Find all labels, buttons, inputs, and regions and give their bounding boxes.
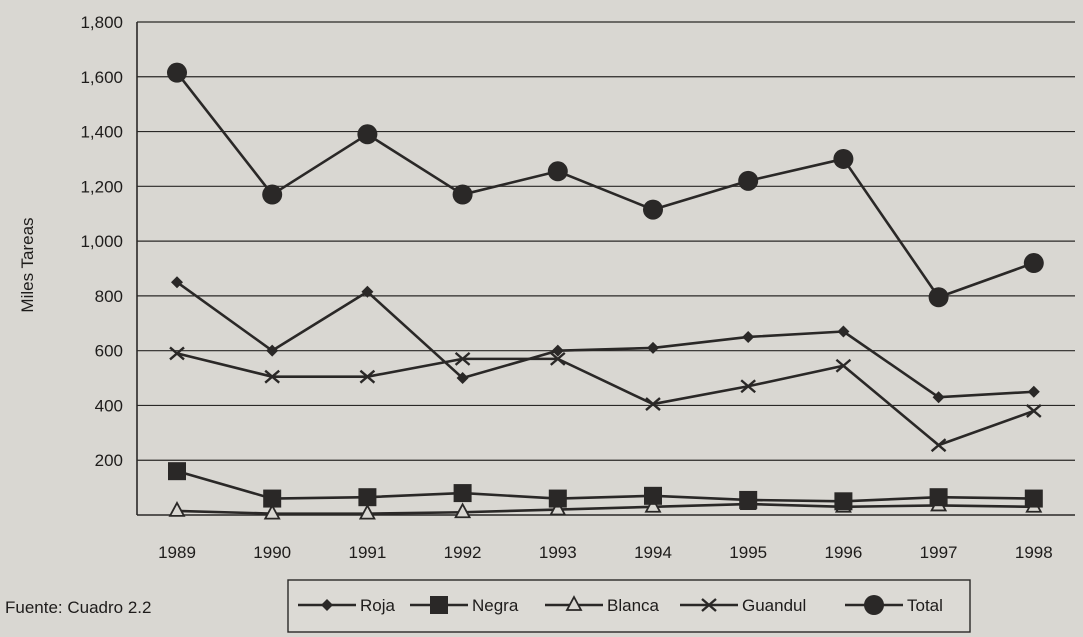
- data-point-roja: [551, 344, 564, 357]
- y-tick-label: 1,800: [80, 13, 123, 32]
- x-tick-label: 1996: [824, 543, 862, 562]
- series-line-blanca: [176, 502, 1034, 515]
- axes: [136, 22, 1075, 516]
- data-point-roja: [266, 344, 279, 357]
- data-point-blanca: [358, 503, 376, 520]
- data-point-guandul: [169, 346, 185, 361]
- data-point-negra: [834, 492, 853, 511]
- series-line-guandul: [176, 352, 1035, 447]
- x-tick-label: 1993: [539, 543, 577, 562]
- series-negra: [168, 462, 1043, 511]
- series-total: [167, 62, 1044, 308]
- data-point-blanca: [263, 503, 281, 520]
- data-point-roja: [837, 325, 850, 338]
- y-tick-label: 600: [95, 342, 123, 361]
- data-point-negra: [358, 488, 377, 507]
- data-point-roja: [456, 372, 469, 385]
- series-line-roja: [176, 281, 1034, 399]
- data-point-total: [262, 184, 283, 205]
- legend-marker: [430, 596, 448, 614]
- y-tick-label: 1,600: [80, 68, 123, 87]
- series-guandul: [169, 346, 1042, 453]
- legend-label: Blanca: [607, 596, 660, 615]
- data-point-guandul: [930, 438, 947, 453]
- data-point-guandul: [550, 351, 566, 366]
- series-line-negra: [176, 469, 1034, 503]
- legend-label: Roja: [360, 596, 396, 615]
- legend-marker: [701, 598, 717, 612]
- data-point-guandul: [740, 379, 756, 394]
- data-point-roja: [1027, 385, 1040, 398]
- y-tick-label: 800: [95, 287, 123, 306]
- data-point-total: [643, 199, 663, 220]
- data-point-guandul: [454, 351, 471, 366]
- legend-item-blanca: Blanca: [545, 595, 660, 615]
- data-point-guandul: [645, 397, 661, 411]
- x-tick-label: 1990: [253, 543, 291, 562]
- data-point-negra: [1024, 489, 1043, 508]
- data-point-blanca: [549, 499, 567, 516]
- data-point-guandul: [835, 358, 852, 373]
- x-tick-label: 1994: [634, 543, 672, 562]
- series-lines: [167, 62, 1044, 520]
- data-point-total: [547, 161, 568, 182]
- data-point-guandul: [264, 369, 280, 384]
- legend-item-total: Total: [845, 595, 943, 615]
- legend-marker: [321, 599, 333, 611]
- data-point-total: [738, 170, 759, 191]
- y-tick-labels: 200 400 600 800 1,000 1,200 1,400 1,600 1,800: [80, 13, 123, 470]
- y-axis-title: Miles Tareas: [18, 217, 37, 312]
- data-point-negra: [644, 486, 662, 505]
- y-tick-label: 1,000: [80, 232, 123, 251]
- data-point-negra: [929, 488, 948, 507]
- x-tick-labels: 1989 1990 1991 1992 1993 1994 1995 1996 1997 1998: [158, 543, 1053, 562]
- legend: Roja Negra Blanca Guandul Total: [287, 579, 971, 633]
- legend-marker: [565, 595, 583, 611]
- legend-marker: [864, 595, 884, 615]
- data-point-total: [452, 184, 473, 205]
- legend-label: Total: [907, 596, 943, 615]
- data-point-guandul: [1026, 404, 1042, 418]
- legend-item-guandul: Guandul: [680, 596, 806, 615]
- legend-item-negra: Negra: [410, 596, 519, 615]
- source-note: Fuente: Cuadro 2.2: [5, 598, 151, 617]
- data-point-total: [1023, 253, 1044, 274]
- x-tick-label: 1995: [729, 543, 767, 562]
- data-point-roja: [932, 391, 945, 404]
- series-roja: [171, 276, 1040, 404]
- legend-label: Negra: [472, 596, 519, 615]
- data-point-blanca: [168, 500, 186, 517]
- gridlines: [137, 21, 1075, 461]
- data-point-blanca: [454, 502, 472, 519]
- y-tick-label: 1,400: [80, 123, 123, 142]
- data-point-guandul: [359, 369, 376, 384]
- data-point-negra: [548, 489, 567, 508]
- x-tick-label: 1997: [920, 543, 958, 562]
- data-point-total: [357, 124, 378, 145]
- series-line-total: [175, 71, 1035, 299]
- data-point-roja: [647, 341, 659, 354]
- x-tick-label: 1989: [158, 543, 196, 562]
- x-tick-label: 1998: [1015, 543, 1053, 562]
- x-tick-label: 1992: [444, 543, 482, 562]
- legend-item-roja: Roja: [298, 596, 396, 615]
- y-tick-label: 1,200: [80, 177, 123, 196]
- y-tick-label: 400: [95, 396, 123, 415]
- data-point-roja: [742, 330, 755, 343]
- y-tick-label: 200: [95, 451, 123, 470]
- data-point-negra: [263, 489, 282, 508]
- data-point-roja: [361, 285, 374, 298]
- data-point-negra: [739, 490, 758, 509]
- x-tick-label: 1991: [348, 543, 386, 562]
- data-point-negra: [168, 462, 186, 481]
- data-point-blanca: [644, 496, 662, 513]
- data-point-negra: [453, 484, 472, 503]
- data-point-total: [928, 287, 949, 308]
- data-point-roja: [171, 276, 183, 289]
- data-point-total: [833, 148, 854, 169]
- data-point-total: [167, 62, 187, 83]
- legend-label: Guandul: [742, 596, 806, 615]
